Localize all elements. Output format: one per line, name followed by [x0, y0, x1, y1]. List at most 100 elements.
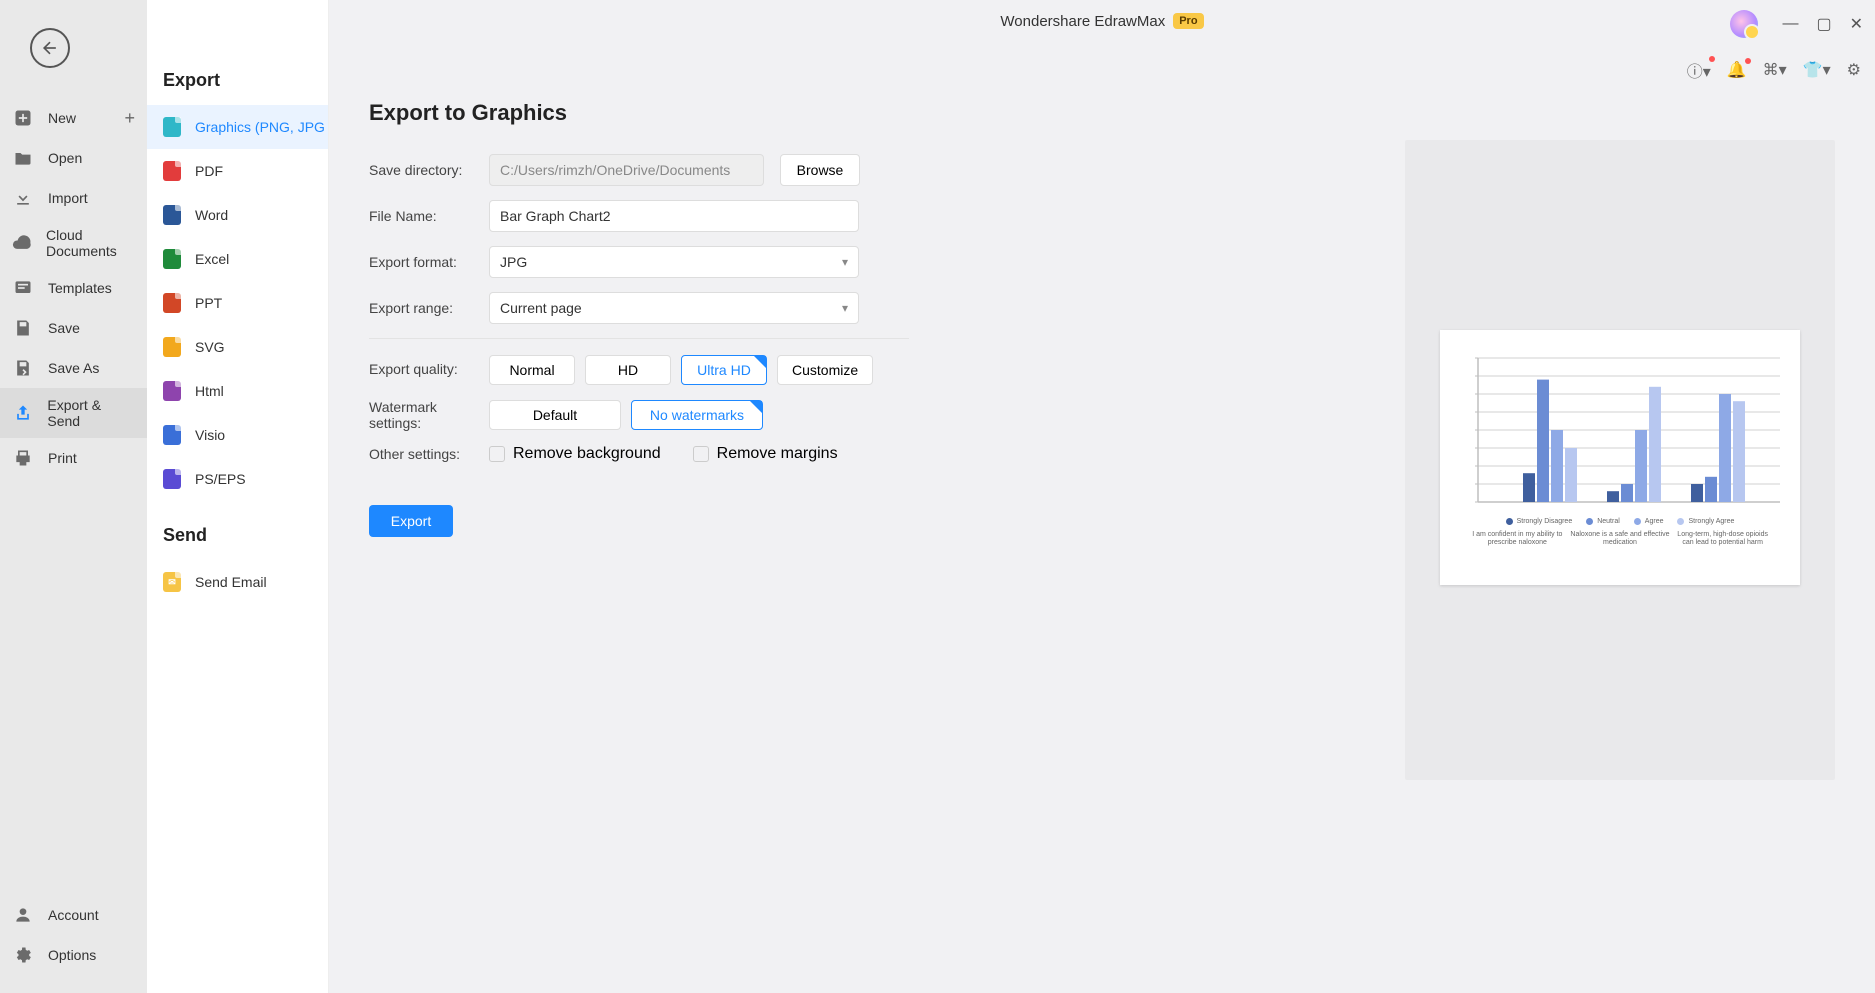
file-type-icon — [163, 117, 181, 137]
file-type-icon — [163, 205, 181, 225]
xlabel: I am confident in my ability to prescrib… — [1467, 531, 1567, 548]
back-button[interactable] — [30, 28, 70, 68]
export-type-item[interactable]: Visio — [147, 413, 328, 457]
export-icon — [12, 402, 33, 424]
export-button[interactable]: Export — [369, 505, 453, 537]
export-type-item[interactable]: Graphics (PNG, JPG et... — [147, 105, 328, 149]
file-type-icon — [163, 425, 181, 445]
watermark-option[interactable]: Default — [489, 400, 621, 430]
mail-icon: ✉ — [163, 572, 181, 592]
nav-label: Import — [48, 190, 88, 206]
export-type-label: Html — [195, 383, 224, 399]
remove-margins-checkbox[interactable]: Remove margins — [693, 445, 838, 463]
nav-options[interactable]: Options — [0, 935, 147, 975]
plus-box-icon — [12, 107, 34, 129]
file-type-icon — [163, 381, 181, 401]
watermark-option[interactable]: No watermarks — [631, 400, 763, 430]
top-right-toolbar: ⓘ▾ 🔔 ⌘▾ 👕▾ ⚙ — [1687, 58, 1861, 82]
gear-icon — [12, 944, 34, 966]
nav-templates[interactable]: Templates — [0, 268, 147, 308]
quality-options: Normal HD Ultra HD Customize — [489, 355, 889, 385]
export-type-item[interactable]: PPT — [147, 281, 328, 325]
nav-label: Save As — [48, 360, 99, 376]
export-type-item[interactable]: Html — [147, 369, 328, 413]
legend-item: Neutral — [1586, 518, 1620, 525]
xlabel: Long-term, high-dose opioids can lead to… — [1673, 531, 1773, 548]
legend-item: Agree — [1634, 518, 1664, 525]
app-title: Wondershare EdrawMax — [1000, 13, 1165, 30]
templates-icon — [12, 277, 34, 299]
nav-print[interactable]: Print — [0, 438, 147, 478]
grid-icon[interactable]: ⌘▾ — [1763, 60, 1787, 80]
file-type-icon — [163, 161, 181, 181]
nav-label: Print — [48, 450, 77, 466]
print-icon — [12, 447, 34, 469]
export-type-label: PS/EPS — [195, 471, 246, 487]
label-watermark: Watermark settings: — [369, 399, 489, 431]
range-select[interactable]: Current page — [489, 292, 859, 324]
avatar[interactable] — [1730, 10, 1758, 38]
quality-option[interactable]: Ultra HD — [681, 355, 767, 385]
checkbox-icon — [693, 446, 709, 462]
export-type-list: Export Graphics (PNG, JPG et...PDFWordEx… — [147, 0, 329, 993]
save-icon — [12, 317, 34, 339]
export-type-item[interactable]: PDF — [147, 149, 328, 193]
nav-account[interactable]: Account — [0, 895, 147, 935]
nav-cloud[interactable]: Cloud Documents — [0, 218, 147, 268]
form-heading: Export to Graphics — [369, 100, 909, 126]
nav-label: Account — [48, 907, 99, 923]
left-iconbar: New + Open Import Cloud Documents Templa… — [0, 0, 147, 993]
nav-export-send[interactable]: Export & Send — [0, 388, 147, 438]
browse-button[interactable]: Browse — [780, 154, 860, 186]
plus-icon[interactable]: + — [124, 108, 135, 129]
nav-label: Cloud Documents — [46, 227, 135, 259]
file-name-input[interactable] — [489, 200, 859, 232]
send-item[interactable]: ✉ Send Email — [147, 560, 328, 604]
nav-new[interactable]: New + — [0, 98, 147, 138]
titlebar: Wondershare EdrawMax Pro — [329, 0, 1875, 42]
maximize-button[interactable]: ▢ — [1816, 14, 1831, 34]
nav-label: Export & Send — [47, 397, 135, 429]
remove-bg-checkbox[interactable]: Remove background — [489, 445, 661, 463]
chart-xlabels: I am confident in my ability to prescrib… — [1458, 531, 1782, 548]
export-type-item[interactable]: PS/EPS — [147, 457, 328, 501]
export-type-label: PDF — [195, 163, 223, 179]
preview-pane: Strongly DisagreeNeutralAgreeStrongly Ag… — [1405, 140, 1835, 780]
help-icon[interactable]: ⓘ▾ — [1687, 58, 1711, 82]
cloud-icon — [12, 232, 32, 254]
preview-chart — [1458, 352, 1782, 512]
folder-icon — [12, 147, 34, 169]
quality-option[interactable]: HD — [585, 355, 671, 385]
label-format: Export format: — [369, 254, 489, 270]
label-quality: Export quality: — [369, 355, 489, 377]
nav-save[interactable]: Save — [0, 308, 147, 348]
file-type-icon — [163, 249, 181, 269]
send-label: Send Email — [195, 574, 267, 590]
nav-label: New — [48, 110, 76, 126]
export-type-label: Excel — [195, 251, 229, 267]
bell-icon[interactable]: 🔔 — [1727, 60, 1747, 80]
nav-saveas[interactable]: Save As — [0, 348, 147, 388]
label-save-dir: Save directory: — [369, 162, 489, 178]
export-type-item[interactable]: Word — [147, 193, 328, 237]
export-type-item[interactable]: Excel — [147, 237, 328, 281]
save-dir-input — [489, 154, 764, 186]
window-controls: — ▢ ✕ — [1730, 10, 1863, 38]
export-type-item[interactable]: SVG — [147, 325, 328, 369]
nav-open[interactable]: Open — [0, 138, 147, 178]
format-select[interactable]: JPG — [489, 246, 859, 278]
nav-label: Templates — [48, 280, 112, 296]
file-type-icon — [163, 337, 181, 357]
file-type-icon — [163, 293, 181, 313]
label-other: Other settings: — [369, 446, 489, 462]
nav-import[interactable]: Import — [0, 178, 147, 218]
quality-option[interactable]: Normal — [489, 355, 575, 385]
shirt-icon[interactable]: 👕▾ — [1803, 60, 1831, 80]
minimize-button[interactable]: — — [1782, 15, 1798, 33]
settings-icon[interactable]: ⚙ — [1847, 60, 1861, 80]
quality-option[interactable]: Customize — [777, 355, 873, 385]
export-type-label: Graphics (PNG, JPG et... — [195, 119, 328, 135]
close-button[interactable]: ✕ — [1850, 14, 1863, 34]
export-form: Export to Graphics Save directory: Brows… — [329, 0, 949, 993]
xlabel: Naloxone is a safe and effective medicat… — [1570, 531, 1670, 548]
